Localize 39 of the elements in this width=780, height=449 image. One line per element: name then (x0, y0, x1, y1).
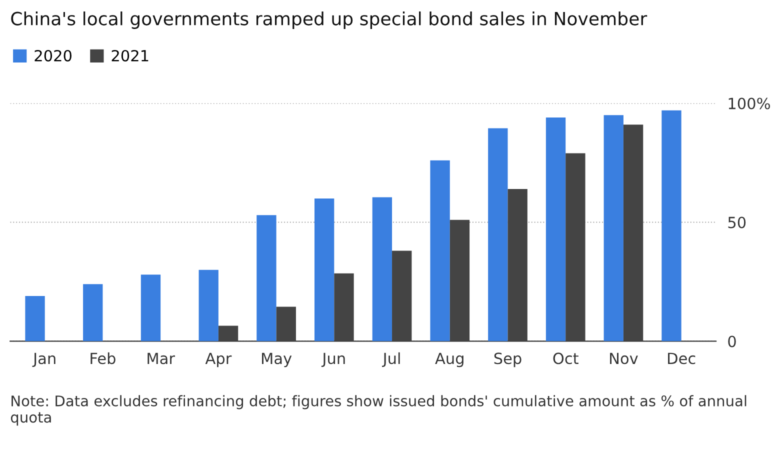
bar (430, 160, 450, 342)
x-tick-label: Mar (148, 352, 175, 364)
x-tick-label: Sep (494, 352, 522, 368)
x-tick-label: Jun (321, 352, 345, 368)
y-tick-label: 100% (728, 98, 770, 110)
legend-label: 2020 (34, 50, 72, 62)
chart-title: China's local governments ramped up special bond sales in November (11, 11, 648, 29)
y-tick-label: 50 (728, 216, 746, 228)
x-tick-label: Nov (610, 352, 638, 364)
bar (372, 197, 392, 342)
x-tick-label: May (262, 352, 292, 368)
bar (314, 198, 334, 342)
bar (140, 274, 161, 342)
y-tick-label: 0 (728, 336, 736, 348)
x-tick-label: Feb (90, 352, 116, 364)
bar (392, 250, 412, 342)
bar (276, 306, 296, 342)
bar (256, 215, 276, 342)
bar (546, 118, 566, 342)
bar (218, 326, 238, 342)
x-tick-label: Oct (553, 352, 578, 364)
bar (198, 270, 218, 342)
x-tick-label: Jul (382, 352, 400, 368)
bar (83, 284, 103, 342)
bar (508, 188, 528, 342)
x-tick-label: Dec (668, 352, 696, 364)
x-tick-label: Apr (205, 352, 232, 368)
bar (334, 273, 354, 342)
x-tick-label: Jan (32, 352, 56, 368)
bar (450, 220, 470, 342)
bar (566, 153, 586, 342)
bar (488, 128, 508, 342)
bar (623, 124, 644, 342)
bar (604, 115, 624, 342)
text: Note: Data excludes refinancing debt; figures show issued bonds' cumulative amount as % of annual quota (10, 395, 746, 426)
bar (25, 296, 45, 342)
bar (662, 110, 682, 342)
x-tick-label: Aug (435, 352, 464, 368)
legend-label: 2021 (112, 50, 148, 62)
